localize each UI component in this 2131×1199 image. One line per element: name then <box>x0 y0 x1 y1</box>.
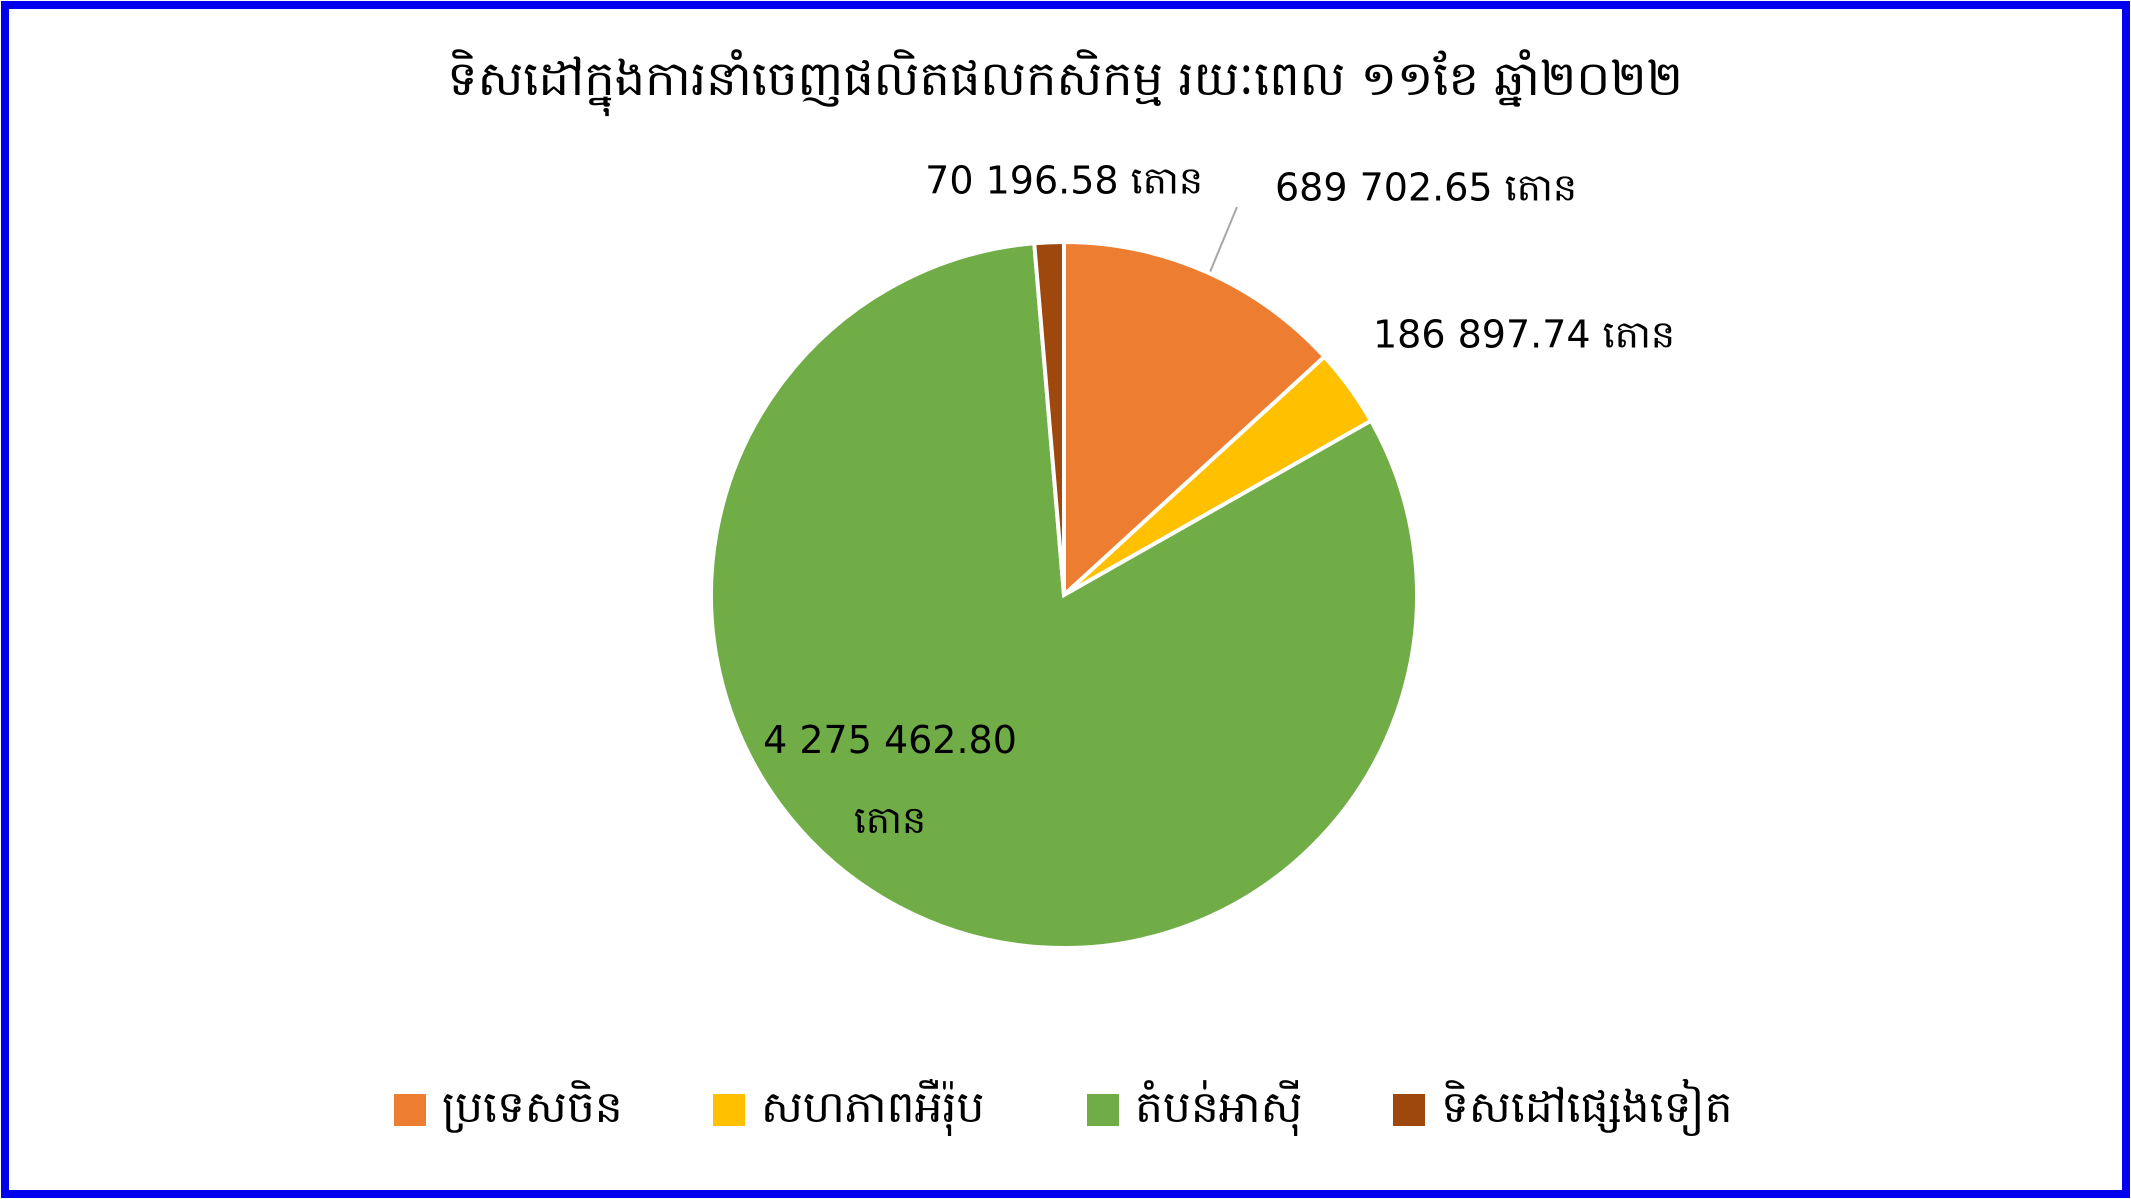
legend-swatch <box>713 1094 745 1126</box>
leader-line <box>1209 206 1238 273</box>
pie-slice <box>1032 239 1066 596</box>
legend-label: សហភាពអឺរ៉ុប <box>761 1079 984 1136</box>
legend-swatch <box>1087 1094 1119 1126</box>
legend-label: ប្រទេសចិន <box>442 1080 623 1133</box>
chart-title: ទិសដៅក្នុងការនាំចេញផលិតផលកសិកម្ម រយៈពេល … <box>447 49 1683 117</box>
data-label: 689 702.65 តោន <box>1275 166 1577 210</box>
data-label: 4 275 462.80 តោន <box>763 718 1017 842</box>
data-label: 186 897.74 តោន <box>1373 313 1675 357</box>
legend-swatch <box>1393 1094 1425 1126</box>
data-label: 70 196.58 តោន <box>925 159 1203 203</box>
legend-label: តំបន់អាស៊ី <box>1135 1080 1303 1136</box>
legend-label: ទិសដៅផ្សេងទៀត <box>1441 1079 1733 1136</box>
pie-slice <box>1062 239 1328 600</box>
pie-slice <box>709 241 1419 950</box>
legend-swatch <box>394 1094 426 1126</box>
